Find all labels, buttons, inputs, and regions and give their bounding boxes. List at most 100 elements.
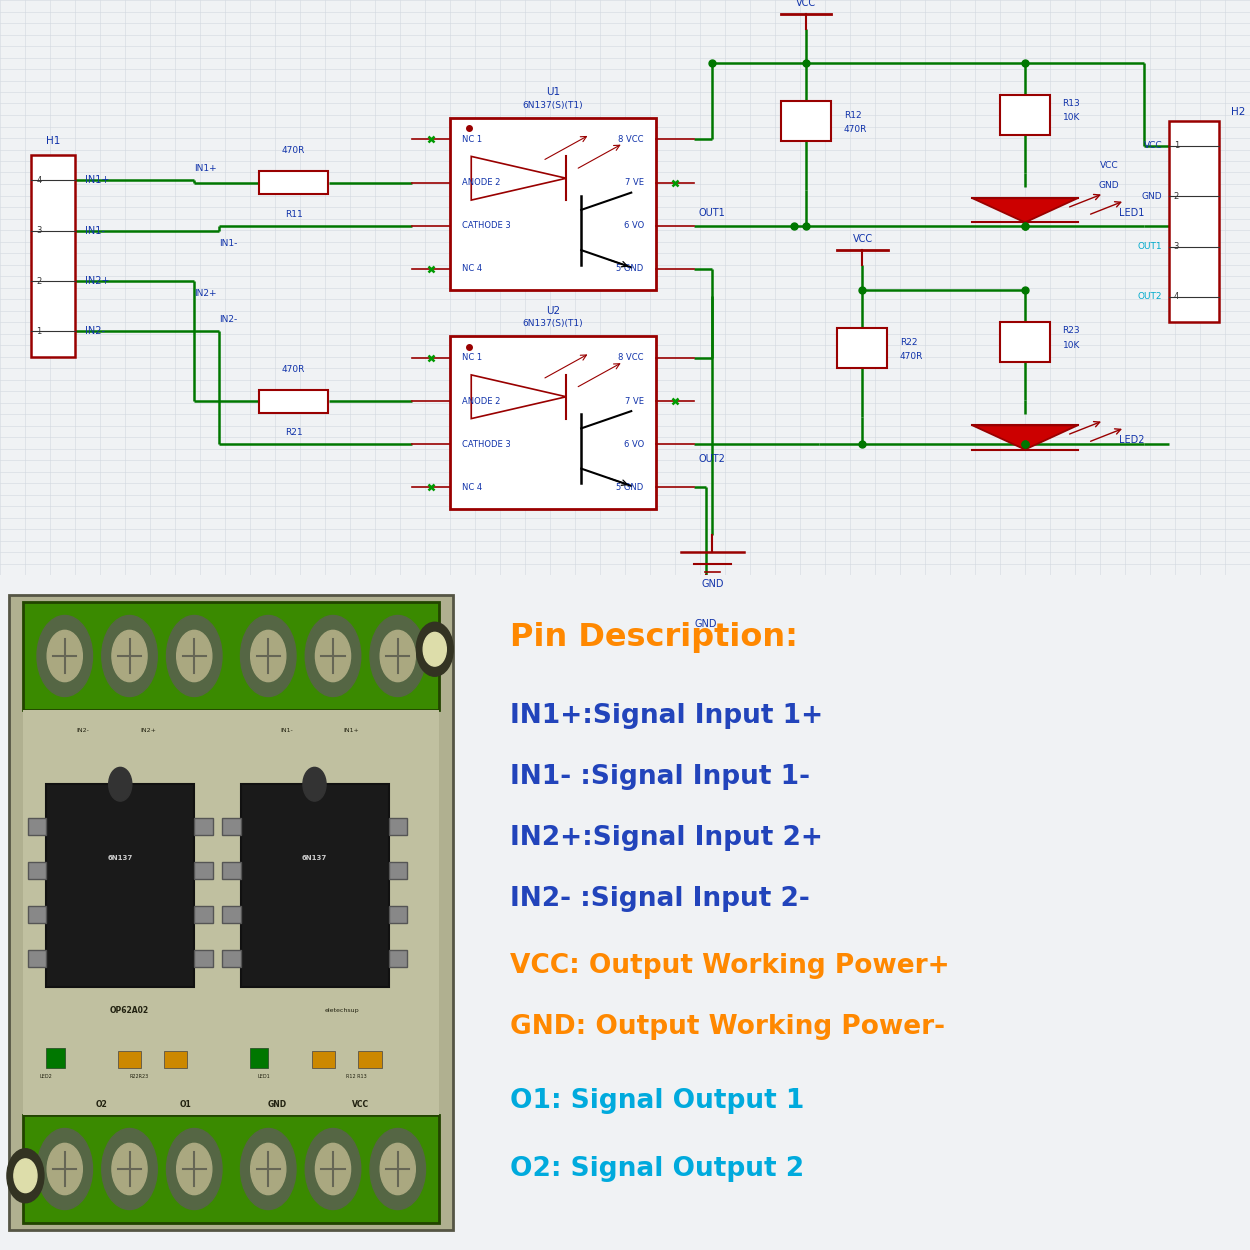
Text: OUT2: OUT2 [1138,292,1162,301]
Bar [28,906,46,922]
Text: LED2: LED2 [40,1074,52,1079]
Text: NC 4: NC 4 [462,482,482,491]
Circle shape [176,630,211,681]
Text: LED1: LED1 [258,1074,270,1079]
Text: CATHODE 3: CATHODE 3 [462,440,511,449]
Bar [450,336,656,509]
Text: R11: R11 [285,210,302,219]
Text: ANODE 2: ANODE 2 [462,177,501,187]
Text: 1: 1 [36,326,41,336]
Bar [24,602,440,710]
Text: IN2- :Signal Input 2-: IN2- :Signal Input 2- [510,885,810,911]
Circle shape [112,1144,148,1195]
Bar [24,710,440,1115]
Polygon shape [972,425,1078,450]
Bar [194,862,213,879]
Text: 4: 4 [1174,292,1179,301]
Text: R12 R13: R12 R13 [346,1074,366,1079]
Text: GND: GND [695,619,718,629]
Bar [260,390,328,412]
Text: LED1: LED1 [1119,208,1144,217]
Circle shape [101,615,158,696]
Bar [28,950,46,966]
Text: IN1- :Signal Input 1-: IN1- :Signal Input 1- [510,764,810,790]
Circle shape [370,1129,425,1210]
Text: 6N137: 6N137 [107,855,132,861]
Bar [260,171,328,194]
Text: 470R: 470R [282,146,305,155]
Circle shape [14,1159,38,1192]
Bar [389,862,408,879]
Text: 6N137(S)(T1): 6N137(S)(T1) [522,101,584,110]
Text: OUT1: OUT1 [699,208,725,217]
Bar [222,906,240,922]
Polygon shape [471,375,566,419]
Text: O1: Signal Output 1: O1: Signal Output 1 [510,1088,804,1114]
Circle shape [240,1129,296,1210]
Bar [24,1115,440,1222]
Text: U2: U2 [546,305,560,315]
Bar [312,1051,335,1068]
Circle shape [380,630,415,681]
Bar [1000,95,1050,135]
Text: 10K: 10K [1062,340,1080,350]
Text: IN2+:Signal Input 2+: IN2+:Signal Input 2+ [510,825,822,851]
Circle shape [251,1144,286,1195]
Text: VCC: VCC [796,0,816,8]
Bar [250,1048,269,1068]
Circle shape [416,622,454,676]
Circle shape [315,630,350,681]
Bar [31,155,75,356]
Text: 6 VO: 6 VO [624,440,644,449]
Text: OP62A02: OP62A02 [110,1006,149,1015]
Circle shape [109,768,131,801]
Bar [222,862,240,879]
Bar [1169,121,1219,322]
Text: 3: 3 [36,226,41,235]
Text: O1: O1 [179,1100,191,1110]
Bar [28,818,46,835]
Text: NC 1: NC 1 [462,354,482,362]
Circle shape [370,615,425,696]
Text: 2: 2 [36,276,41,285]
Text: 6N137(S)(T1): 6N137(S)(T1) [522,319,584,329]
Bar [222,818,240,835]
Bar [164,1051,188,1068]
Text: GND: GND [1099,181,1119,190]
Text: IN2-: IN2- [85,326,105,336]
Circle shape [176,1144,211,1195]
Text: H2: H2 [1231,107,1246,118]
Circle shape [380,1144,415,1195]
Text: 1: 1 [1174,141,1179,150]
Bar [359,1051,381,1068]
Circle shape [251,630,286,681]
Text: 470R: 470R [282,365,305,374]
Text: IN2-: IN2- [76,728,90,732]
Text: 5 GND: 5 GND [616,482,644,491]
Text: OUT2: OUT2 [699,454,726,464]
Text: 7 VE: 7 VE [625,396,644,405]
Text: VCC: VCC [1100,161,1119,170]
Text: 3: 3 [1174,242,1179,251]
Text: 6 VO: 6 VO [624,221,644,230]
Polygon shape [972,199,1078,222]
Text: eletechsup: eletechsup [325,1008,360,1013]
Text: IN2+: IN2+ [85,276,110,286]
Text: VCC: VCC [1144,141,1162,150]
Circle shape [305,1129,361,1210]
Bar [28,862,46,879]
Text: R12: R12 [844,110,861,120]
Text: GND: GND [1142,191,1162,201]
Text: IN1-: IN1- [219,239,238,248]
Text: Pin Description:: Pin Description: [510,622,798,654]
Bar [1000,322,1050,362]
Text: VCC: Output Working Power+: VCC: Output Working Power+ [510,952,950,979]
Text: LED2: LED2 [1119,435,1144,445]
Text: IN1+: IN1+ [194,165,216,174]
Bar [46,784,194,986]
Text: NC 1: NC 1 [462,135,482,144]
Bar [450,118,656,290]
Circle shape [315,1144,350,1195]
Text: IN2-: IN2- [219,315,238,324]
Bar [194,906,213,922]
